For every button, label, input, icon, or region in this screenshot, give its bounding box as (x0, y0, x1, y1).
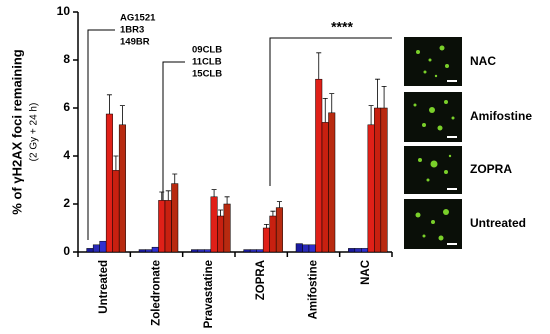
bar (269, 215, 277, 253)
bar (354, 248, 362, 253)
legend-label: 1BR3 (120, 25, 144, 36)
bar (210, 196, 218, 253)
bar (262, 227, 270, 253)
error-bar (224, 196, 230, 204)
bar (348, 248, 356, 253)
bar (151, 246, 159, 253)
error-bar (322, 98, 328, 123)
bar (191, 249, 199, 253)
error-bar (113, 155, 119, 171)
error-bar (172, 173, 178, 184)
bar (217, 215, 225, 253)
panel-label: ZOPRA (470, 162, 512, 176)
x-tick-label: NAC (360, 260, 372, 285)
legend-label: AG1521 (120, 13, 156, 24)
panel-label: NAC (470, 54, 496, 68)
bar (256, 249, 264, 253)
bar (158, 200, 166, 253)
bar (164, 200, 172, 253)
error-bar (165, 190, 171, 201)
bar (380, 107, 388, 253)
bracket (87, 29, 115, 240)
bar (204, 249, 212, 253)
micrograph (404, 37, 462, 86)
image-panels (404, 37, 462, 249)
x-tick-label: Amifostine (308, 260, 320, 319)
legend-label: 149BR (120, 37, 150, 48)
bar (361, 248, 369, 253)
bar (295, 243, 303, 253)
bar (243, 249, 251, 253)
bar (321, 122, 329, 253)
bar (99, 240, 107, 253)
bar (138, 249, 146, 253)
y-axis-label: % of γH2AX foci remaining (9, 49, 24, 214)
panel-label: Untreated (470, 216, 526, 230)
bar (315, 78, 323, 253)
error-bar (106, 94, 112, 114)
error-bar (329, 93, 335, 113)
error-bar (270, 210, 276, 216)
bar (249, 249, 257, 253)
error-bar (119, 105, 125, 125)
bar (171, 183, 179, 253)
bar (197, 249, 205, 253)
y-tick-label: 10 (57, 4, 71, 18)
bar (328, 112, 336, 253)
bar (367, 124, 375, 253)
bar (308, 244, 316, 253)
bracket (162, 61, 185, 205)
error-bar (211, 189, 217, 197)
legend-label: 11CLB (192, 57, 222, 68)
error-bar (316, 52, 322, 80)
bar (275, 207, 283, 253)
y-tick-label: 8 (63, 52, 70, 66)
panel-label: Amifostine (470, 109, 532, 123)
y-tick-label: 4 (63, 148, 70, 162)
error-bar (276, 201, 282, 208)
bar (145, 249, 153, 253)
bar (223, 203, 231, 253)
error-bar (159, 191, 165, 201)
legend-label: 15CLB (192, 69, 222, 80)
y-tick-label: 6 (63, 100, 70, 114)
brackets (87, 29, 392, 240)
bracket (269, 37, 392, 186)
y-tick-label: 0 (63, 244, 70, 258)
y-axis-sublabel: (2 Gy + 24 h) (29, 103, 40, 162)
error-bar (381, 86, 387, 108)
x-tick-label: Untreated (98, 260, 110, 314)
bar (86, 248, 94, 253)
error-bar (218, 209, 224, 216)
error-bar (368, 105, 374, 125)
micrograph (404, 146, 462, 194)
error-bar (375, 78, 381, 108)
bar (118, 124, 126, 253)
bar (302, 244, 310, 253)
y-tick-label: 2 (63, 196, 70, 210)
x-tick-label: Zoledronate (151, 260, 163, 326)
scale-bars (447, 80, 457, 245)
bar (105, 113, 113, 253)
bar (374, 107, 382, 253)
legend-label: 09CLB (192, 45, 222, 56)
bar (92, 244, 100, 253)
error-bar (263, 224, 269, 228)
x-tick-label: ZOPRA (255, 260, 267, 300)
x-tick-label: Pravastatine (203, 260, 215, 328)
significance: **** (331, 19, 353, 35)
foci (413, 45, 455, 241)
bar (112, 170, 120, 253)
